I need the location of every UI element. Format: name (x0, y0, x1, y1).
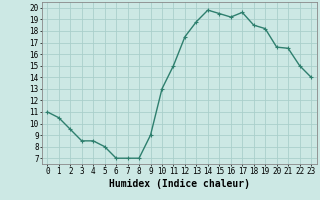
X-axis label: Humidex (Indice chaleur): Humidex (Indice chaleur) (109, 179, 250, 189)
